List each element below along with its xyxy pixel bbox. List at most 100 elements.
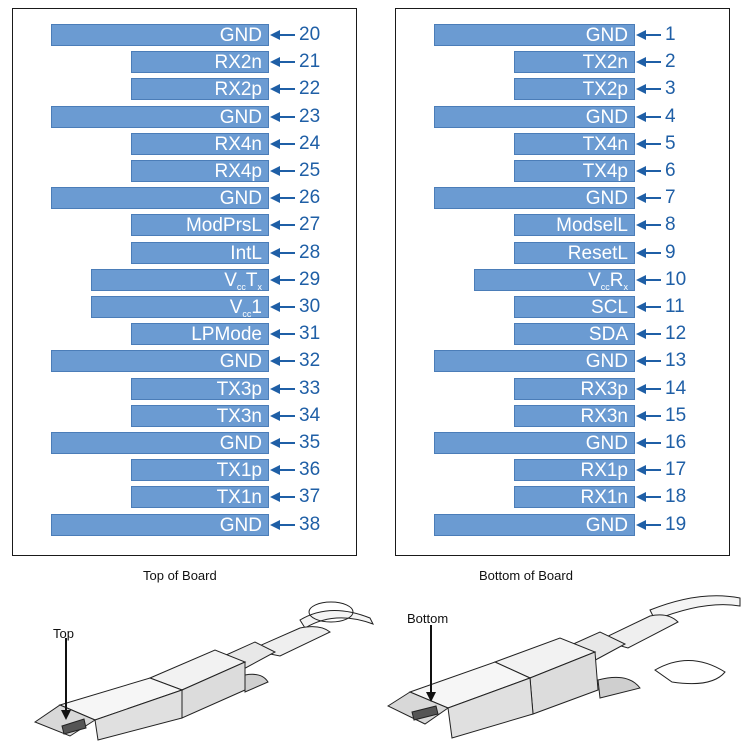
pin-arrow-icon [270, 296, 296, 318]
top-connector-illustration [35, 602, 373, 740]
pin-number: 31 [299, 322, 320, 346]
pin-number: 14 [665, 377, 686, 401]
bottom-photo-label: Bottom [407, 611, 448, 626]
pin-number: 12 [665, 322, 686, 346]
pin-arrow-icon [270, 160, 296, 182]
pin-number: 5 [665, 132, 676, 156]
pin-arrow-icon [270, 78, 296, 100]
pin-row-29: VccTx 29 [13, 269, 356, 291]
pin-arrow-icon [270, 269, 296, 291]
pin-label-bar: TX3p [131, 378, 269, 400]
pin-label-bar: SCL [514, 296, 635, 318]
pin-number: 24 [299, 132, 320, 156]
pin-row-5: TX4n 5 [396, 133, 729, 155]
pin-label-bar: TX4n [514, 133, 635, 155]
pin-number: 36 [299, 458, 320, 482]
pin-arrow-icon [636, 242, 662, 264]
pin-arrow-icon [270, 323, 296, 345]
pin-label-bar: GND [51, 187, 269, 209]
pin-arrow-icon [270, 486, 296, 508]
pin-label-bar: VccRx [474, 269, 635, 291]
pin-label-bar: TX2n [514, 51, 635, 73]
pin-row-9: ResetL 9 [396, 242, 729, 264]
pin-arrow-icon [270, 242, 296, 264]
pin-row-19: GND 19 [396, 514, 729, 536]
pin-arrow-icon [270, 24, 296, 46]
pin-label-bar: RX1n [514, 486, 635, 508]
pin-row-4: GND 4 [396, 106, 729, 128]
pin-label-bar: GND [51, 514, 269, 536]
pin-number: 19 [665, 513, 686, 537]
pin-row-3: TX2p 3 [396, 78, 729, 100]
pin-number: 17 [665, 458, 686, 482]
pin-row-15: RX3n 15 [396, 405, 729, 427]
pin-label-bar: GND [434, 24, 635, 46]
pin-number: 7 [665, 186, 676, 210]
pin-arrow-icon [270, 514, 296, 536]
pin-label-bar: RX2n [131, 51, 269, 73]
pin-number: 9 [665, 241, 676, 265]
top-of-board-panel: GND 20 RX2n 21 RX2p 22 GND 23 RX4n 24 RX4p 25 GND 26 M… [12, 8, 357, 556]
pin-label-bar: IntL [131, 242, 269, 264]
pin-number: 15 [665, 404, 686, 428]
pin-number: 30 [299, 295, 320, 319]
pin-row-14: RX3p 14 [396, 378, 729, 400]
pin-arrow-icon [636, 459, 662, 481]
pin-number: 13 [665, 349, 686, 373]
pin-label-bar: VccTx [91, 269, 269, 291]
pin-number: 28 [299, 241, 320, 265]
pin-row-16: GND 16 [396, 432, 729, 454]
pin-label-bar: TX4p [514, 160, 635, 182]
pin-label-bar: ModselL [514, 214, 635, 236]
pin-row-22: RX2p 22 [13, 78, 356, 100]
pin-row-20: GND 20 [13, 24, 356, 46]
pin-arrow-icon [270, 459, 296, 481]
pin-label-bar: LPMode [131, 323, 269, 345]
pin-number: 2 [665, 50, 676, 74]
pin-number: 4 [665, 105, 676, 129]
pin-arrow-icon [636, 350, 662, 372]
pin-arrow-icon [636, 51, 662, 73]
pin-number: 34 [299, 404, 320, 428]
pin-label-bar: RX4n [131, 133, 269, 155]
pin-arrow-icon [636, 405, 662, 427]
pin-row-2: TX2n 2 [396, 51, 729, 73]
pin-row-25: RX4p 25 [13, 160, 356, 182]
pin-row-24: RX4n 24 [13, 133, 356, 155]
pin-arrow-icon [270, 133, 296, 155]
pin-label-bar: RX2p [131, 78, 269, 100]
pin-arrow-icon [636, 378, 662, 400]
connector-illustrations [0, 580, 743, 742]
pin-row-23: GND 23 [13, 106, 356, 128]
pin-arrow-icon [270, 432, 296, 454]
pin-number: 11 [665, 295, 685, 319]
pin-row-10: VccRx 10 [396, 269, 729, 291]
pin-row-33: TX3p 33 [13, 378, 356, 400]
pin-label-bar: GND [434, 187, 635, 209]
pin-number: 23 [299, 105, 320, 129]
pin-row-32: GND 32 [13, 350, 356, 372]
bottom-of-board-panel: GND 1 TX2n 2 TX2p 3 GND 4 TX4n 5 TX4p 6 GND 7 ModselL 8… [395, 8, 730, 556]
pin-label-bar: GND [434, 514, 635, 536]
pin-row-27: ModPrsL 27 [13, 214, 356, 236]
pin-row-36: TX1p 36 [13, 459, 356, 481]
pin-label-bar: TX3n [131, 405, 269, 427]
pin-label-bar: GND [434, 350, 635, 372]
pin-number: 1 [665, 23, 676, 47]
pin-arrow-icon [636, 106, 662, 128]
pin-arrow-icon [270, 106, 296, 128]
pin-number: 22 [299, 77, 320, 101]
pin-arrow-icon [636, 323, 662, 345]
pin-row-37: TX1n 37 [13, 486, 356, 508]
pin-arrow-icon [636, 214, 662, 236]
pin-label-bar: TX1p [131, 459, 269, 481]
pin-label-bar: GND [434, 432, 635, 454]
pin-arrow-icon [636, 160, 662, 182]
pin-number: 26 [299, 186, 320, 210]
pin-row-11: SCL 11 [396, 296, 729, 318]
pin-number: 20 [299, 23, 320, 47]
pin-label-bar: ModPrsL [131, 214, 269, 236]
pin-arrow-icon [636, 269, 662, 291]
pin-number: 33 [299, 377, 320, 401]
pin-number: 16 [665, 431, 686, 455]
